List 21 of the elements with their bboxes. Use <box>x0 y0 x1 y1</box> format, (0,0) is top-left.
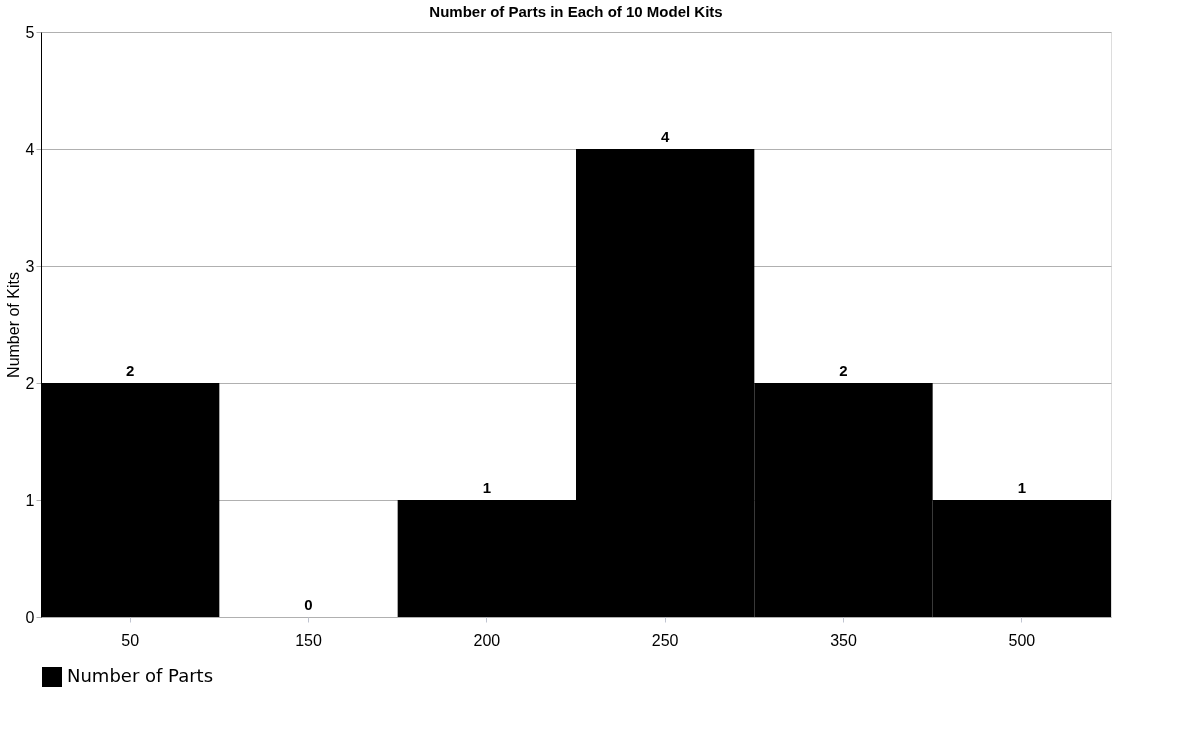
y-tick-label: 5 <box>25 23 35 41</box>
legend-label: Number of Parts <box>67 665 214 686</box>
x-tick-label: 50 <box>121 631 140 649</box>
data-label: 4 <box>660 128 670 145</box>
x-tick-label: 250 <box>651 631 679 649</box>
y-axis-title: Number of Kits <box>4 272 22 378</box>
chart-title: Number of Parts in Each of 10 Model Kits <box>429 3 723 20</box>
data-label: 1 <box>1017 479 1027 496</box>
y-tick-label: 1 <box>25 491 35 509</box>
y-tick-label: 2 <box>25 374 35 392</box>
data-label: 1 <box>482 479 492 496</box>
x-tick-label: 200 <box>473 631 501 649</box>
y-tick-label: 0 <box>25 608 35 626</box>
data-label: 2 <box>125 362 135 379</box>
data-label: 2 <box>839 362 848 379</box>
x-tick-label: 150 <box>295 631 322 649</box>
x-tick-label: 350 <box>830 631 857 649</box>
y-tick-label: 3 <box>25 257 35 275</box>
y-tick-label: 4 <box>25 140 35 158</box>
x-tick-label: 500 <box>1008 631 1036 649</box>
data-label: 0 <box>304 596 313 613</box>
